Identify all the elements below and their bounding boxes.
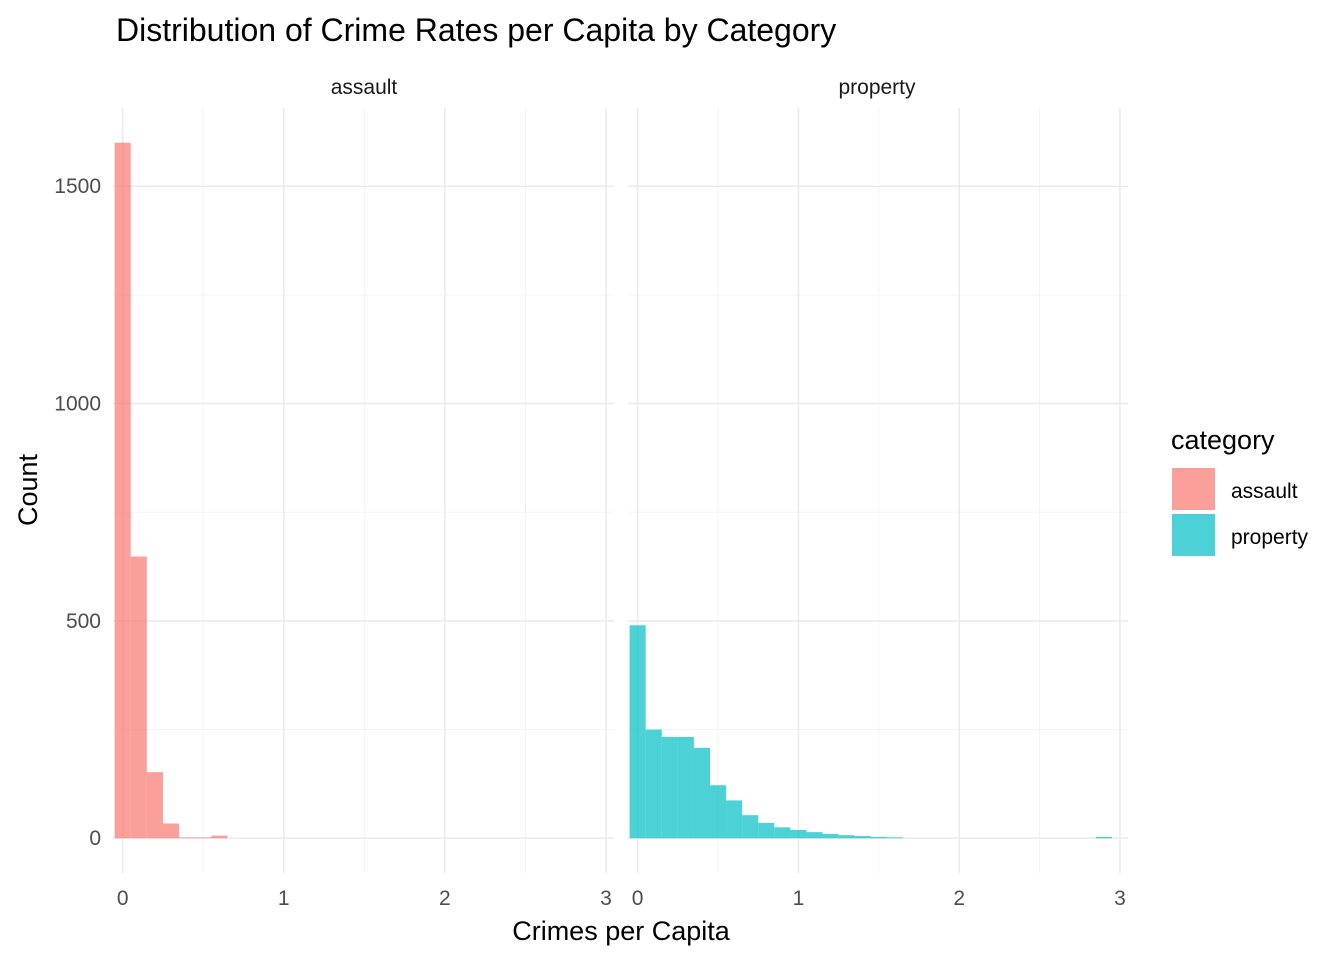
y-tick-label: 1500 (54, 175, 101, 198)
y-tick-label: 0 (89, 827, 101, 850)
histogram-bar (629, 625, 646, 839)
x-tick-labels-property: 0 1 2 3 (632, 887, 1126, 910)
histogram-bar (1095, 836, 1112, 839)
histogram-bar (774, 827, 791, 839)
histogram-bar (130, 556, 147, 839)
x-tick-label: 0 (117, 887, 129, 910)
histogram-bar (677, 736, 694, 839)
histogram-bar (195, 837, 212, 839)
x-tick-label: 1 (793, 887, 805, 910)
legend: category assault property (1171, 425, 1309, 556)
y-tick-label: 500 (66, 610, 101, 633)
y-tick-labels: 0 500 1000 1500 (54, 175, 101, 850)
panel-assault: assault 0 1 2 3 (113, 76, 614, 910)
x-tick-label: 2 (953, 887, 965, 910)
panel-property: property 0 1 2 3 (628, 76, 1128, 910)
bars-property (629, 625, 1112, 839)
chart-title: Distribution of Crime Rates per Capita b… (116, 12, 836, 48)
histogram-bar (886, 837, 903, 839)
x-tick-label: 1 (278, 887, 290, 910)
histogram-bar (822, 833, 839, 839)
facet-label-property: property (838, 76, 916, 99)
histogram-bar (693, 747, 710, 839)
x-tick-label: 0 (632, 887, 644, 910)
legend-label-property: property (1231, 526, 1309, 549)
histogram-bar (146, 772, 163, 839)
legend-title: category (1171, 425, 1275, 455)
x-axis-title: Crimes per Capita (512, 916, 731, 946)
histogram-bar (645, 729, 662, 839)
histogram-bar (162, 823, 180, 839)
histogram-bar (854, 836, 871, 839)
x-tick-label: 3 (1114, 887, 1126, 910)
histogram-bar (838, 835, 855, 839)
y-axis-title: Count (13, 453, 43, 526)
legend-key-assault (1172, 468, 1215, 510)
histogram-bar (870, 836, 887, 839)
histogram-bar (179, 837, 196, 839)
x-tick-labels-assault: 0 1 2 3 (117, 887, 612, 910)
histogram-bar (758, 823, 775, 839)
legend-label-assault: assault (1231, 480, 1298, 503)
histogram-bar (726, 800, 743, 839)
histogram-bar (114, 142, 131, 839)
histogram-bar (806, 832, 823, 839)
grid-assault (113, 108, 614, 873)
x-tick-label: 3 (600, 887, 612, 910)
x-tick-label: 2 (439, 887, 451, 910)
histogram-bar (661, 736, 678, 839)
facet-label-assault: assault (331, 76, 398, 99)
y-tick-label: 1000 (54, 393, 101, 416)
histogram-bar (790, 829, 807, 839)
histogram-bar (709, 785, 727, 839)
histogram-bar (742, 815, 759, 839)
bars-assault (114, 142, 228, 839)
legend-key-property (1172, 514, 1215, 556)
histogram-bar (211, 835, 228, 839)
